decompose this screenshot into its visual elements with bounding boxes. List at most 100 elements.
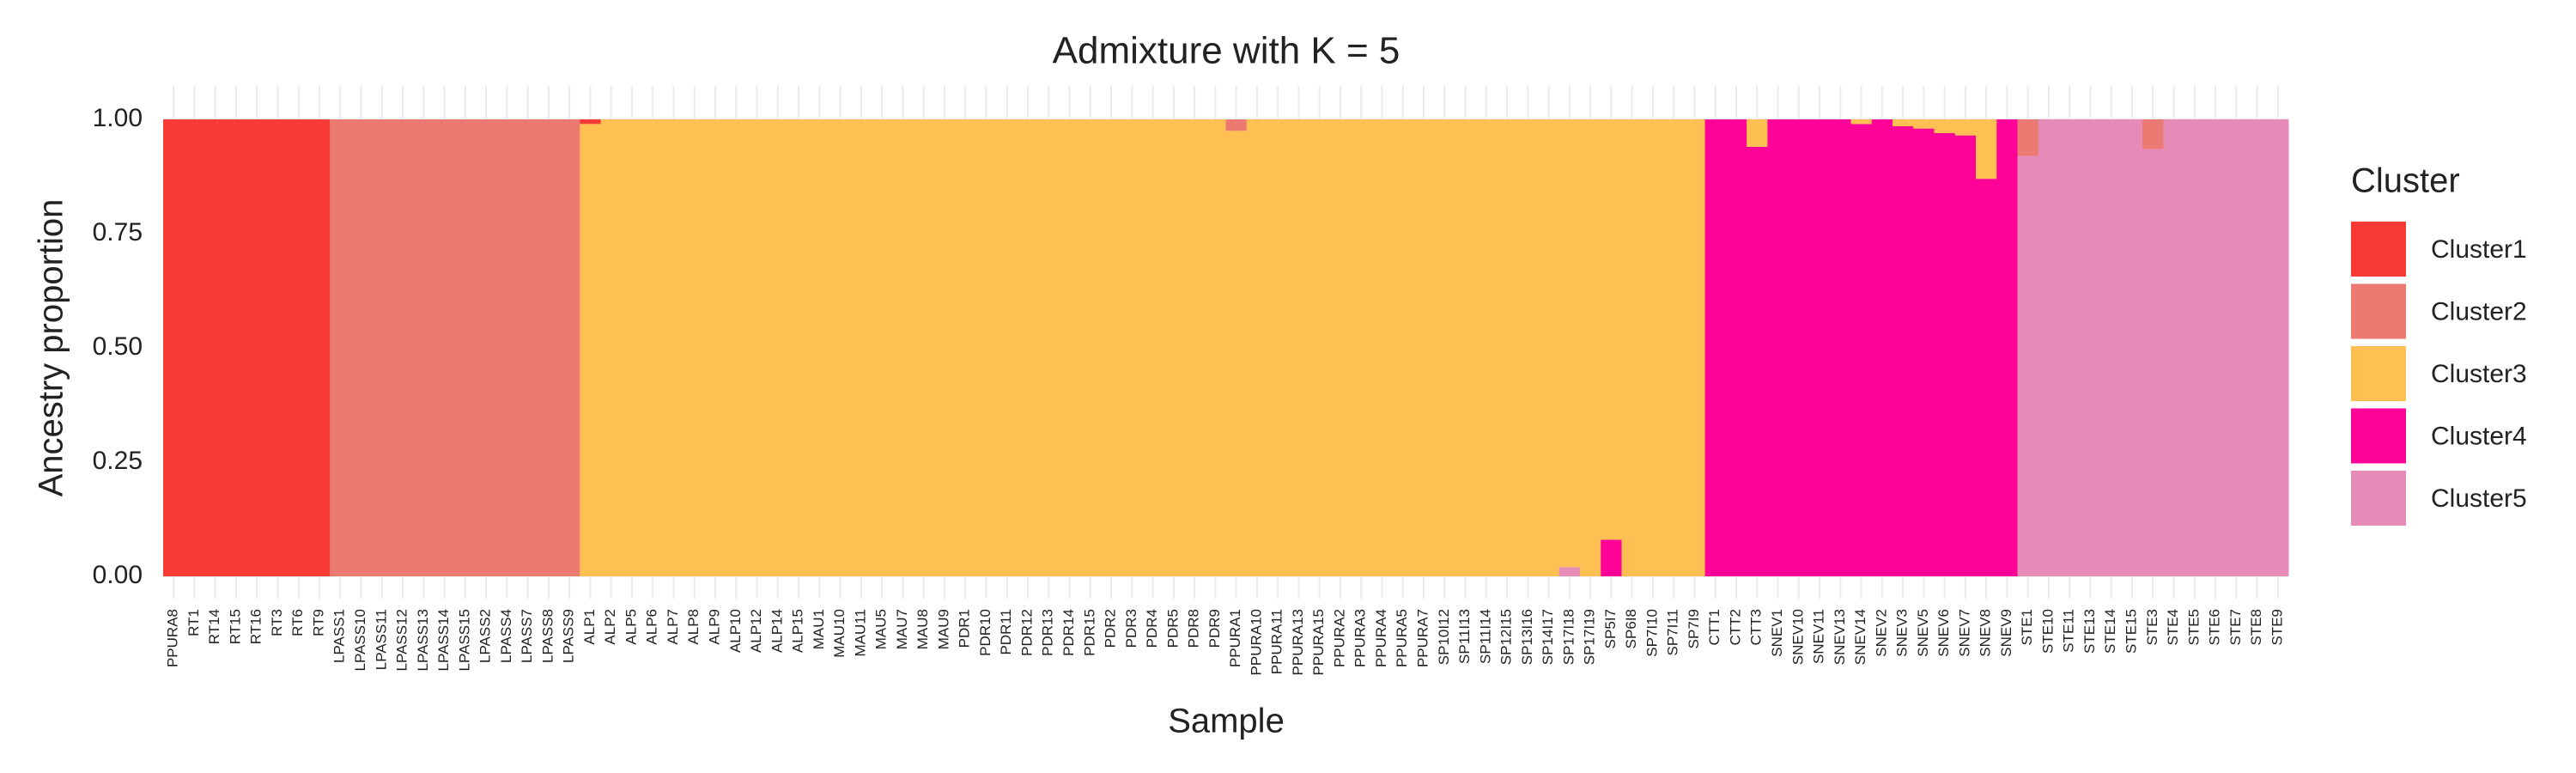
x-tick-label: SP7I10 [1643, 609, 1660, 657]
x-tick-label: SNEV14 [1852, 609, 1868, 665]
x-tick-label: MAU10 [831, 609, 848, 658]
x-tick-label: LPASS1 [331, 609, 348, 663]
bar-segment [829, 119, 852, 576]
bar-segment [1475, 119, 1498, 576]
y-axis-title: Ancestry proportion [33, 199, 70, 497]
x-tick-label: LPASS8 [539, 609, 556, 663]
bar-segment [1246, 119, 1268, 576]
x-tick-label: PDR4 [1144, 609, 1160, 648]
x-tick-label: PDR8 [1186, 609, 1202, 648]
bar-segment [892, 119, 914, 576]
bar-segment [809, 119, 830, 576]
bar-segment [913, 119, 935, 576]
x-tick-label: LPASS10 [352, 609, 368, 671]
bar-segment [1767, 119, 1789, 576]
bar-segment [1704, 119, 1727, 576]
bar-segment [1892, 119, 1914, 126]
x-tick-label: STE15 [2123, 609, 2139, 654]
x-tick-label: LPASS4 [498, 609, 514, 663]
bar-segment [1684, 119, 1706, 576]
x-tick-label: CTT2 [1727, 609, 1743, 646]
bar-segment [1808, 119, 1831, 576]
bar-segment [454, 119, 477, 576]
bar-segment [1225, 131, 1248, 577]
bar-segment [1892, 125, 1914, 577]
bar-segment [496, 119, 518, 576]
bar-segment [767, 119, 789, 576]
legend-swatch [2351, 471, 2406, 526]
bar-segment [1871, 119, 1893, 576]
bars [163, 119, 2289, 577]
bar-segment [1017, 119, 1039, 576]
x-tick-label: MAU7 [894, 609, 910, 649]
bar-segment [2226, 119, 2247, 576]
legend-label: Cluster5 [2431, 484, 2527, 513]
x-tick-label: SP11I13 [1456, 609, 1473, 664]
bar-segment [350, 119, 373, 576]
bar-segment [975, 119, 998, 576]
x-tick-label: RT3 [269, 609, 285, 636]
bar-segment [184, 119, 206, 576]
x-tick-label: ALP12 [748, 609, 764, 653]
y-tick-label: 0.25 [93, 447, 143, 475]
x-tick-label: STE10 [2039, 609, 2056, 654]
bar-segment [580, 124, 602, 576]
bar-segment [1558, 567, 1581, 576]
x-tick-label: RT16 [248, 609, 264, 644]
bar-segment [1725, 119, 1747, 576]
x-tick-label: SNEV3 [1894, 609, 1911, 657]
chart-title: Admixture with K = 5 [1053, 30, 1400, 72]
x-tick-label: ALP6 [644, 609, 660, 645]
x-tick-label: SNEV9 [1998, 609, 2014, 657]
bar-segment [1850, 124, 1873, 576]
x-tick-label: SP13I16 [1519, 609, 1535, 665]
x-tick-label: RT9 [310, 609, 326, 636]
x-tick-label: RT1 [185, 609, 202, 636]
bar-segment [1747, 119, 1768, 147]
bar-segment [1913, 119, 1935, 129]
x-axis-title: Sample [1168, 703, 1285, 740]
bar-segment [933, 119, 956, 576]
bar-segment [1434, 119, 1455, 576]
x-tick-label: ALP10 [727, 609, 744, 653]
bar-segment [517, 119, 539, 576]
bar-segment [2142, 119, 2164, 149]
x-tick-label: CTT3 [1748, 609, 1765, 646]
legend-label: Cluster3 [2431, 360, 2527, 388]
bar-segment [787, 119, 810, 576]
bar-segment [1517, 119, 1539, 576]
bar-segment [330, 119, 351, 576]
x-tick-label: SP17I18 [1560, 609, 1577, 665]
x-tick-label: PPURA15 [1310, 609, 1327, 675]
bar-segment [2163, 119, 2185, 576]
legend-swatch [2351, 346, 2406, 401]
x-tick-label: LPASS13 [415, 609, 431, 671]
bar-segment [392, 119, 414, 576]
x-tick-label: SP17I19 [1582, 609, 1598, 665]
bar-segment [1976, 119, 1997, 180]
bar-segment [2121, 119, 2143, 576]
x-tick-label: ALP5 [623, 609, 639, 645]
bar-segment [1934, 132, 1956, 576]
x-tick-label: SNEV13 [1832, 609, 1848, 665]
x-tick-label: ALP8 [685, 609, 702, 645]
x-tick-label: PDR12 [1018, 609, 1035, 656]
bar-segment [1100, 119, 1122, 576]
x-tick-label: MAU9 [935, 609, 951, 649]
bar-segment [2184, 119, 2206, 576]
bar-segment [2100, 119, 2123, 576]
x-tick-label: PDR13 [1040, 609, 1056, 656]
x-tick-label: PPURA5 [1394, 609, 1410, 667]
bar-segment [1288, 119, 1310, 576]
bar-segment [663, 119, 685, 576]
bar-segment [1059, 119, 1081, 576]
x-tick-label: RT6 [289, 609, 306, 636]
bar-segment [1496, 119, 1518, 576]
bar-segment [1121, 119, 1143, 576]
x-tick-label: PPURA10 [1248, 609, 1264, 675]
x-tick-label: PPURA8 [165, 609, 181, 667]
bar-segment [2246, 119, 2269, 576]
x-tick-label: STE4 [2165, 609, 2181, 646]
x-tick-label: SP12I15 [1498, 609, 1515, 665]
bar-segment [2204, 119, 2227, 576]
